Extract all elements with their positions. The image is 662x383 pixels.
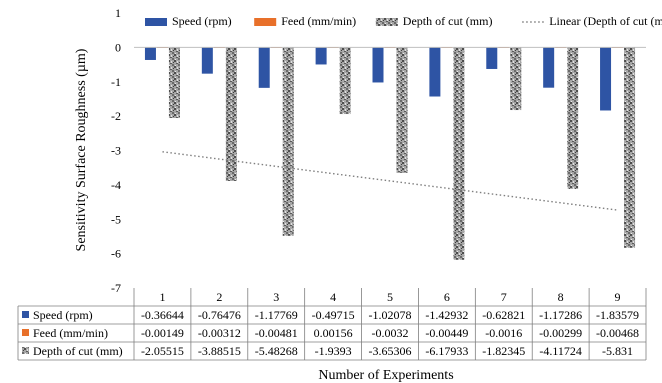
table-cell: -2.05515 (141, 344, 184, 358)
table-cell: -0.00449 (425, 326, 468, 340)
table-cell: -3.65306 (369, 344, 412, 358)
table-cell: -0.00299 (539, 326, 582, 340)
table-row-swatch (22, 347, 29, 354)
bar-speed-1 (144, 47, 156, 60)
table-cell: -0.76476 (198, 308, 241, 322)
table-cell: -1.9393 (315, 344, 352, 358)
table-row-label: Feed (mm/min) (33, 326, 108, 340)
legend-swatch-1 (145, 18, 167, 26)
table-cell: -0.49715 (312, 308, 355, 322)
bar-depth-9 (624, 47, 636, 248)
table-header-cell: 1 (159, 290, 165, 304)
table-row-label: Speed (rpm) (33, 308, 93, 322)
table-row-swatch (22, 311, 29, 318)
y-tick-label: -2 (111, 109, 121, 123)
table-header-cell: 6 (444, 290, 450, 304)
y-tick-label: -4 (111, 178, 121, 192)
table-cell: -1.83579 (596, 308, 639, 322)
table-cell: -0.00468 (596, 326, 639, 340)
table-cell: -1.82345 (482, 344, 525, 358)
y-tick-label: -7 (111, 281, 121, 295)
y-tick-label: 1 (115, 6, 121, 20)
table-cell: -3.88515 (198, 344, 241, 358)
table-cell: -0.00312 (198, 326, 241, 340)
bar-speed-5 (372, 47, 384, 83)
table-header-cell: 3 (273, 290, 279, 304)
table-header-cell: 2 (216, 290, 222, 304)
bar-speed-9 (600, 47, 612, 111)
table-cell: -5.831 (602, 344, 633, 358)
bar-depth-2 (225, 47, 237, 181)
table-cell: -0.0016 (485, 326, 522, 340)
legend-swatch-2 (254, 18, 277, 26)
table-cell: -0.00481 (255, 326, 298, 340)
legend: Speed (rpm) Feed (mm/min) Depth of cut (mm… (145, 14, 662, 28)
table-cell: -1.42932 (425, 308, 468, 322)
bar-speed-7 (486, 47, 498, 69)
data-table: 1 2 3 4 5 6 7 8 9 Speed (rpm) -0.36644 -0.76476 -1.1… (17, 288, 647, 361)
legend-label: Speed (rpm) (172, 14, 232, 28)
table-cell: -0.00149 (141, 326, 184, 340)
y-axis-ticks: 1 0 -1 -2 -3 -4 -5 -6 -7 (111, 6, 121, 295)
bar-speed-4 (315, 47, 327, 65)
legend-label: Linear (Depth of cut (mm)) (549, 14, 662, 28)
table-cell: -5.48268 (255, 344, 298, 358)
y-tick-label: -5 (111, 212, 121, 226)
table-cell: -1.02078 (369, 308, 412, 322)
bar-depth-3 (282, 47, 294, 236)
y-axis-title: Sensitivity Surface Roughness (µm) (74, 48, 89, 251)
table-header-cell: 7 (501, 290, 507, 304)
y-tick-label: -1 (111, 75, 121, 89)
table-cell: -0.62821 (482, 308, 525, 322)
y-tick-label: -3 (111, 144, 121, 158)
bar-depth-4 (339, 47, 351, 115)
y-tick-label: -6 (111, 247, 121, 261)
y-tick-label: 0 (115, 40, 121, 54)
legend-swatch-3 (375, 18, 398, 26)
table-header-cell: 8 (558, 290, 564, 304)
table-header-cell: 5 (387, 290, 393, 304)
bar-depth-8 (567, 47, 579, 189)
table-cell: -4.11724 (539, 344, 582, 358)
bars (144, 47, 636, 260)
table-cell: -1.17286 (539, 308, 582, 322)
bar-speed-6 (429, 47, 441, 97)
x-axis-title: Number of Experiments (318, 368, 453, 383)
bar-depth-7 (510, 47, 522, 111)
bar-speed-3 (258, 47, 270, 88)
trendline (162, 151, 618, 211)
bar-depth-5 (396, 47, 408, 173)
table-cell: -0.0032 (372, 326, 409, 340)
bar-depth-1 (168, 47, 180, 119)
legend-label: Depth of cut (mm) (403, 14, 493, 28)
bar-depth-6 (453, 47, 465, 260)
legend-label: Feed (mm/min) (281, 14, 356, 28)
table-header-cell: 9 (615, 290, 621, 304)
trendline-layer (162, 151, 618, 211)
bar-speed-8 (543, 47, 555, 88)
bar-speed-2 (201, 47, 213, 74)
table-cell: 0.00156 (314, 326, 353, 340)
table-cell: -6.17933 (425, 344, 468, 358)
table-cell: -0.36644 (141, 308, 184, 322)
table-cell: -1.17769 (255, 308, 298, 322)
table-row-swatch (22, 329, 29, 336)
table-row-label: Depth of cut (mm) (33, 344, 123, 358)
table-header-cell: 4 (330, 290, 336, 304)
